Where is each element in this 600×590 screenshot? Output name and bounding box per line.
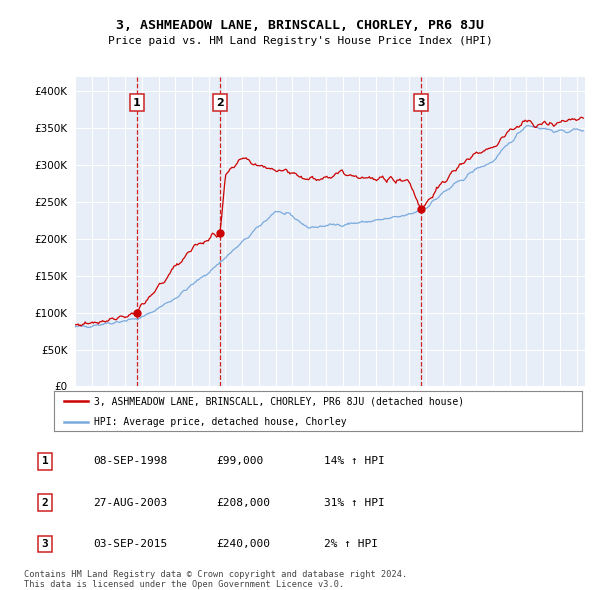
Text: 1: 1	[133, 97, 140, 107]
Text: £208,000: £208,000	[216, 498, 270, 507]
Text: 2: 2	[41, 498, 49, 507]
Text: 3, ASHMEADOW LANE, BRINSCALL, CHORLEY, PR6 8JU (detached house): 3, ASHMEADOW LANE, BRINSCALL, CHORLEY, P…	[94, 397, 464, 407]
Text: £240,000: £240,000	[216, 539, 270, 549]
Text: 3: 3	[417, 97, 425, 107]
Text: 08-SEP-1998: 08-SEP-1998	[93, 457, 167, 466]
Text: HPI: Average price, detached house, Chorley: HPI: Average price, detached house, Chor…	[94, 417, 346, 427]
Text: 03-SEP-2015: 03-SEP-2015	[93, 539, 167, 549]
Text: 27-AUG-2003: 27-AUG-2003	[93, 498, 167, 507]
Text: 14% ↑ HPI: 14% ↑ HPI	[324, 457, 385, 466]
Text: Contains HM Land Registry data © Crown copyright and database right 2024.: Contains HM Land Registry data © Crown c…	[24, 570, 407, 579]
Text: 2% ↑ HPI: 2% ↑ HPI	[324, 539, 378, 549]
Text: 3, ASHMEADOW LANE, BRINSCALL, CHORLEY, PR6 8JU: 3, ASHMEADOW LANE, BRINSCALL, CHORLEY, P…	[116, 19, 484, 32]
Text: 1: 1	[41, 457, 49, 466]
Text: Price paid vs. HM Land Registry's House Price Index (HPI): Price paid vs. HM Land Registry's House …	[107, 37, 493, 46]
Text: This data is licensed under the Open Government Licence v3.0.: This data is licensed under the Open Gov…	[24, 579, 344, 589]
Text: £99,000: £99,000	[216, 457, 263, 466]
Text: 31% ↑ HPI: 31% ↑ HPI	[324, 498, 385, 507]
Text: 2: 2	[216, 97, 224, 107]
Text: 3: 3	[41, 539, 49, 549]
